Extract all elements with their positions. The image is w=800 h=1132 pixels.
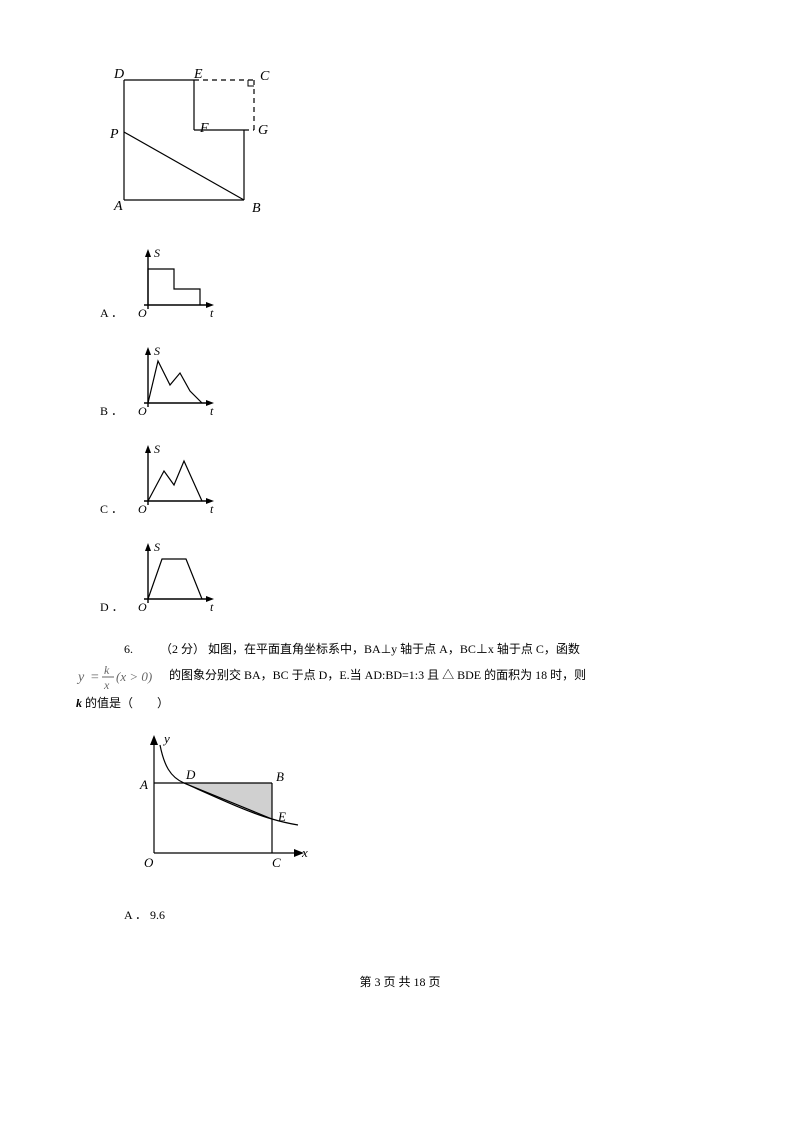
triangle-symbol: △ [442,668,454,682]
option-a-label: A ． [100,304,124,325]
q6-line2b: BDE 的面积为 18 时，则 [457,668,586,682]
svg-text:t: t [210,600,214,614]
q6-figure: y x O A D B E C [120,731,310,881]
svg-text:O: O [138,502,147,516]
main-figure: D E C P F G A B [100,60,270,220]
svg-text:=: = [90,670,99,685]
svg-text:E: E [193,67,203,82]
q6-line1: 如图，在平面直角坐标系中，BA⊥y 轴于点 A，BC⊥x 轴于点 C，函数 [208,642,580,656]
svg-text:C: C [272,855,281,870]
svg-text:S: S [154,344,160,358]
svg-text:t: t [210,502,214,516]
svg-text:x: x [103,678,110,691]
svg-text:y: y [162,731,170,746]
svg-text:C: C [260,69,270,84]
svg-text:D: D [113,67,124,82]
svg-text:O: O [138,404,147,418]
svg-text:S: S [154,246,160,260]
svg-text:G: G [258,123,268,138]
page-footer: 第 3 页 共 18 页 [100,973,700,990]
svg-text:A: A [113,199,123,214]
svg-text:S: S [154,540,160,554]
option-a-row: A ． St O [100,245,700,325]
svg-text:t: t [210,306,214,320]
svg-text:O: O [144,855,154,870]
option-b-label: B ． [100,402,124,423]
svg-text:k: k [104,663,110,677]
option-b-row: B ． St O [100,343,700,423]
k-symbol: k [76,696,82,710]
svg-text:A: A [139,777,148,792]
option-d-graph: St O [130,539,220,619]
q6-figure-block: y x O A D B E C [120,731,700,886]
svg-text:E: E [277,809,286,824]
page-container: D E C P F G A B A ． St O B ． St O C ． St O D ． St O… [0,0,800,1030]
answer-6a-value: 9.6 [150,908,165,922]
svg-text:P: P [109,127,119,142]
option-a-graph: St O [130,245,220,325]
answer-6a-label: A ． [124,908,147,922]
svg-text:S: S [154,442,160,456]
svg-text:B: B [252,201,261,216]
main-figure-block: D E C P F G A B [100,60,700,225]
svg-text:(x > 0): (x > 0) [116,669,152,684]
svg-text:D: D [185,767,196,782]
svg-text:F: F [199,121,209,136]
option-c-row: C ． St O [100,441,700,521]
svg-text:O: O [138,600,147,614]
option-c-label: C ． [100,500,124,521]
option-d-label: D ． [100,598,124,619]
svg-text:O: O [138,306,147,320]
q6-number: 6. [124,642,133,656]
question-6-text: 6. （2 分） 如图，在平面直角坐标系中，BA⊥y 轴于点 A，BC⊥x 轴于… [100,637,700,715]
svg-text:y: y [76,670,85,685]
svg-text:t: t [210,404,214,418]
option-b-graph: St O [130,343,220,423]
q6-formula: y = kx (x > 0) [76,661,166,691]
svg-text:x: x [301,845,308,860]
answer-6a: A ． 9.6 [124,906,700,923]
option-c-graph: St O [130,441,220,521]
q6-line2a: 的图象分别交 BA，BC 于点 D，E.当 AD:BD=1:3 且 [169,668,439,682]
svg-text:B: B [276,769,284,784]
option-d-row: D ． St O [100,539,700,619]
q6-line3: 的值是（ ） [85,696,169,710]
q6-points: （2 分） [160,642,205,656]
